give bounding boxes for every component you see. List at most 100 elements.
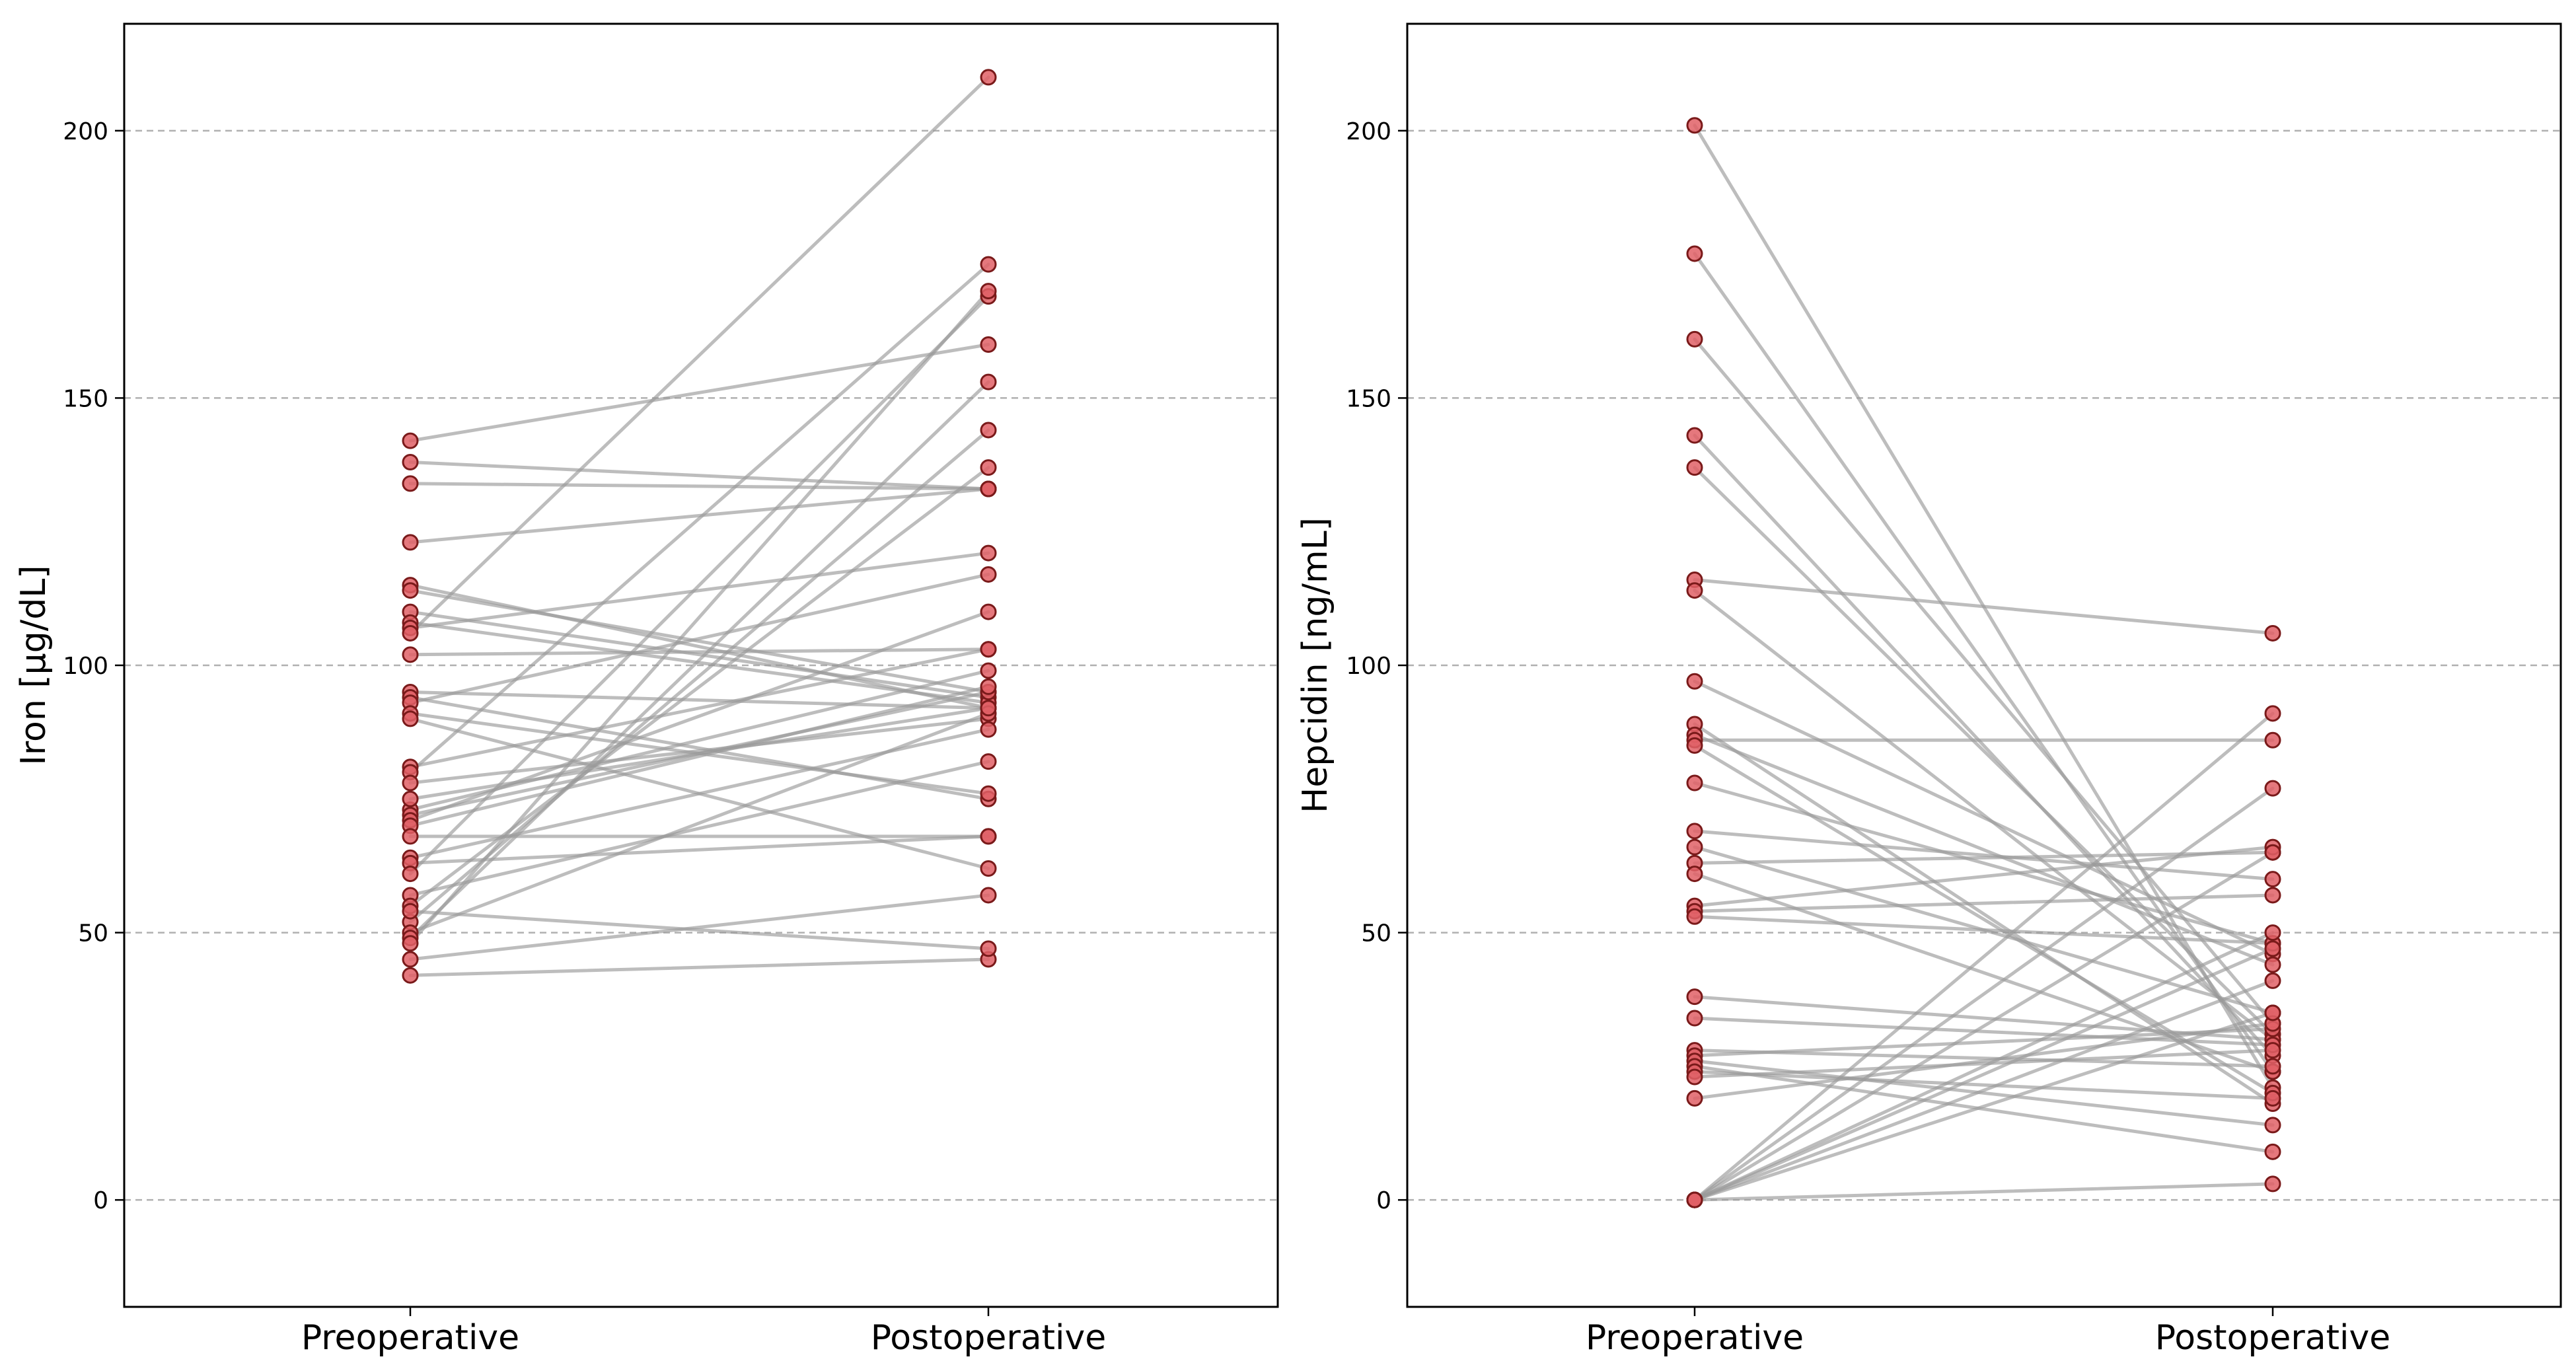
preoperative-point (1686, 330, 1703, 348)
postoperative-point (2264, 1089, 2281, 1107)
pair-line (1693, 850, 2275, 1202)
preoperative-point (1686, 774, 1703, 792)
pair-line (408, 610, 990, 823)
postoperative-point (980, 603, 997, 620)
x-category-label: Postoperative (871, 1318, 1106, 1358)
postoperative-point (980, 828, 997, 845)
preoperative-point (402, 903, 419, 920)
pair-line (408, 380, 990, 940)
preoperative-point (1686, 823, 1703, 840)
postoperative-point (980, 678, 997, 695)
preoperative-point (402, 646, 419, 663)
y-tick-label: 50 (1361, 920, 1391, 947)
preoperative-point (1686, 1191, 1703, 1208)
pair-line (408, 589, 990, 694)
postoperative-point (980, 940, 997, 957)
pair-line (408, 295, 990, 876)
x-category-label: Preoperative (1586, 1318, 1804, 1358)
postoperative-point (980, 373, 997, 390)
y-tick-label: 150 (63, 385, 108, 412)
postoperative-point (980, 283, 997, 300)
pair-line (408, 647, 990, 769)
postoperative-point (2264, 887, 2281, 904)
pair-line (408, 834, 990, 865)
postoperative-point (2264, 956, 2281, 973)
pair-line (1693, 947, 2275, 1202)
pair-line (408, 551, 990, 630)
pair-line (1693, 1070, 2275, 1100)
preoperative-point (402, 828, 419, 845)
pair-line (1693, 781, 2275, 945)
postoperative-point (2264, 731, 2281, 749)
y-tick-label: 100 (1346, 653, 1391, 680)
y-tick-label: 50 (78, 920, 108, 947)
postoperative-point (2264, 1042, 2281, 1059)
pair-line (1693, 1182, 2275, 1202)
postoperative-point (2264, 1175, 2281, 1193)
pair-line (408, 75, 990, 635)
pair-line (408, 690, 990, 710)
preoperative-point (1686, 245, 1703, 262)
preoperative-point (402, 624, 419, 642)
preoperative-point (1686, 459, 1703, 476)
pair-line (1693, 1021, 2275, 1100)
postoperative-point (2264, 624, 2281, 642)
pair-line (408, 482, 990, 491)
y-tick-label: 0 (1376, 1187, 1391, 1214)
pair-line (408, 760, 990, 897)
preoperative-point (1686, 1089, 1703, 1107)
postoperative-point (980, 753, 997, 770)
postoperative-point (980, 721, 997, 738)
postoperative-point (980, 69, 997, 86)
pair-line (1693, 433, 2275, 1058)
preoperative-point (402, 935, 419, 952)
pair-line (408, 696, 990, 801)
preoperative-point (1686, 988, 1703, 1006)
postoperative-point (980, 641, 997, 658)
preoperative-point (1686, 908, 1703, 925)
y-tick-label: 200 (1346, 118, 1391, 145)
postoperative-point (980, 480, 997, 498)
pair-line (1693, 1064, 2275, 1154)
pair-line (408, 620, 990, 705)
pair-line (408, 717, 990, 785)
x-category-label: Postoperative (2155, 1318, 2390, 1358)
pair-line (408, 289, 990, 945)
pair-line (1693, 1049, 2275, 1079)
postoperative-point (2264, 924, 2281, 941)
pair-line (408, 428, 990, 924)
postoperative-point (2264, 705, 2281, 722)
postoperative-point (980, 459, 997, 476)
pair-line (1693, 1016, 2275, 1047)
y-tick-label: 200 (63, 118, 108, 145)
y-axis-label: Hepcidin [ng/mL] (1296, 517, 1335, 813)
postoperative-point (980, 887, 997, 904)
postoperative-point (980, 785, 997, 802)
pair-line (1693, 978, 2275, 1202)
y-axis-label: Iron [µg/dL] (14, 565, 54, 765)
postoperative-point (980, 700, 997, 717)
preoperative-point (1686, 1010, 1703, 1027)
preoperative-point (1686, 582, 1703, 599)
preoperative-point (402, 534, 419, 551)
pair-line (408, 461, 990, 491)
pair-line (1693, 872, 2275, 1074)
postoperative-point (2264, 1058, 2281, 1075)
preoperative-point (1686, 737, 1703, 754)
pair-line (1693, 786, 2275, 1202)
preoperative-point (1686, 838, 1703, 856)
preoperative-point (402, 475, 419, 492)
preoperative-point (1686, 1068, 1703, 1086)
postoperative-point (980, 544, 997, 562)
pair-line (1693, 914, 2275, 945)
pair-line (408, 909, 990, 951)
iron-panel: 0 50 100 150 200 Preoperative Postoperative Iro… (14, 22, 1279, 1358)
pair-line (1693, 589, 2275, 1041)
preoperative-point (402, 967, 419, 984)
postoperative-point (980, 336, 997, 353)
pair-line (408, 706, 990, 801)
pair-line (408, 487, 990, 544)
pair-line (408, 712, 990, 935)
preoperative-point (1686, 866, 1703, 883)
